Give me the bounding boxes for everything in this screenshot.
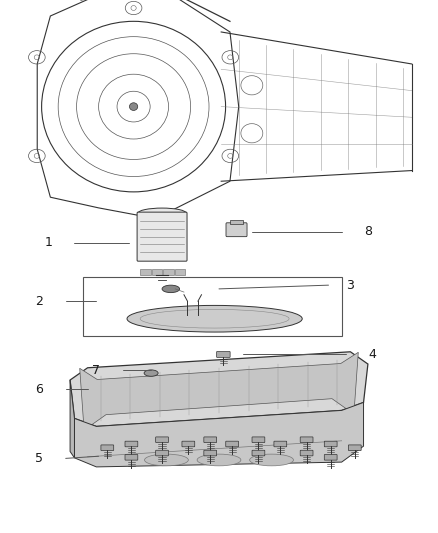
Polygon shape xyxy=(70,380,74,458)
FancyBboxPatch shape xyxy=(204,437,217,442)
FancyBboxPatch shape xyxy=(125,441,138,447)
Text: 5: 5 xyxy=(35,452,43,465)
FancyBboxPatch shape xyxy=(155,450,169,456)
Ellipse shape xyxy=(130,103,138,110)
FancyBboxPatch shape xyxy=(204,450,217,456)
Text: 8: 8 xyxy=(364,225,372,238)
Polygon shape xyxy=(80,352,358,430)
Polygon shape xyxy=(74,402,364,467)
Text: 6: 6 xyxy=(35,383,43,395)
FancyBboxPatch shape xyxy=(125,455,138,460)
FancyBboxPatch shape xyxy=(252,437,265,442)
Bar xyxy=(175,269,185,275)
Ellipse shape xyxy=(144,370,158,376)
Bar xyxy=(163,269,174,275)
FancyBboxPatch shape xyxy=(182,441,195,447)
FancyBboxPatch shape xyxy=(348,445,361,450)
Ellipse shape xyxy=(162,285,180,293)
FancyBboxPatch shape xyxy=(324,441,337,447)
Text: 4: 4 xyxy=(368,348,376,361)
Ellipse shape xyxy=(127,305,302,332)
FancyBboxPatch shape xyxy=(300,450,313,456)
Polygon shape xyxy=(70,352,368,426)
FancyBboxPatch shape xyxy=(226,223,247,237)
FancyBboxPatch shape xyxy=(155,437,169,442)
Ellipse shape xyxy=(250,454,293,466)
Text: 7: 7 xyxy=(92,364,100,377)
Bar xyxy=(140,269,151,275)
Text: 2: 2 xyxy=(35,295,43,308)
Bar xyxy=(152,269,162,275)
FancyBboxPatch shape xyxy=(300,437,313,442)
Ellipse shape xyxy=(197,454,241,466)
Text: 3: 3 xyxy=(346,279,354,292)
Text: 1: 1 xyxy=(44,236,52,249)
FancyBboxPatch shape xyxy=(217,352,230,358)
FancyBboxPatch shape xyxy=(324,455,337,460)
Bar xyxy=(230,220,243,224)
FancyBboxPatch shape xyxy=(252,450,265,456)
FancyBboxPatch shape xyxy=(274,441,287,447)
Ellipse shape xyxy=(138,208,186,219)
Bar xyxy=(83,277,342,336)
FancyBboxPatch shape xyxy=(137,212,187,261)
FancyBboxPatch shape xyxy=(101,445,114,450)
FancyBboxPatch shape xyxy=(226,441,239,447)
Ellipse shape xyxy=(145,454,188,466)
